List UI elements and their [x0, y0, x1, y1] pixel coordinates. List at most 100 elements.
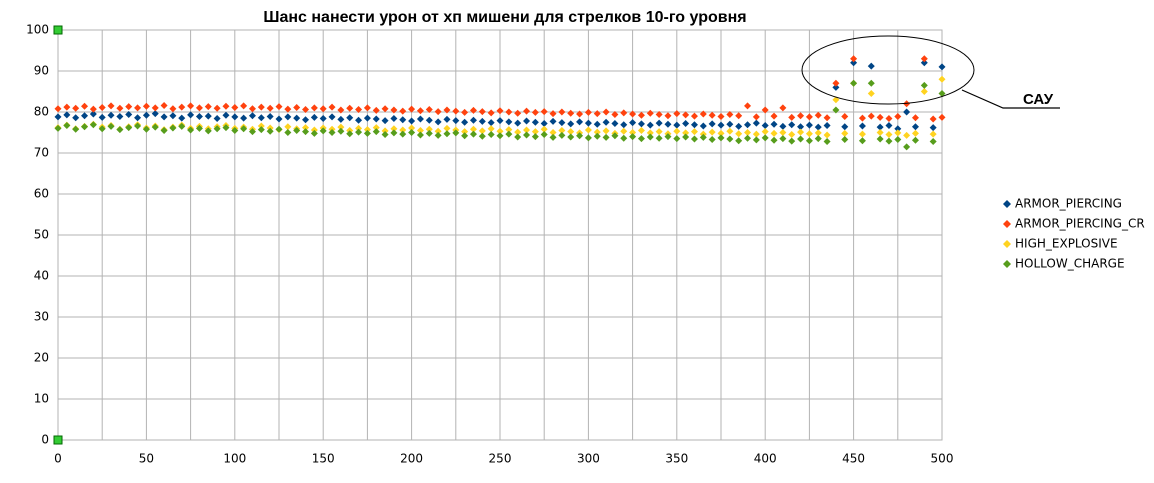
annotation-line — [961, 89, 1060, 109]
annotation: САУ — [1023, 91, 1054, 108]
point — [257, 126, 265, 134]
point — [461, 132, 469, 140]
point — [284, 105, 292, 113]
point — [408, 124, 416, 132]
point — [416, 131, 424, 139]
point — [328, 113, 336, 121]
point — [690, 121, 698, 129]
point — [903, 108, 911, 116]
point — [850, 79, 858, 87]
point — [310, 129, 318, 137]
point — [187, 111, 195, 119]
point — [363, 129, 371, 137]
point — [434, 118, 442, 126]
point — [567, 133, 575, 141]
point — [629, 133, 637, 141]
point — [469, 130, 477, 138]
point — [629, 110, 637, 118]
point — [222, 102, 230, 110]
plot-frame — [57, 29, 943, 441]
point — [602, 118, 610, 126]
point — [558, 131, 566, 139]
y-tick-label: 100 — [26, 23, 49, 37]
point — [576, 132, 584, 140]
point — [107, 102, 115, 110]
point — [841, 123, 849, 131]
point — [390, 129, 398, 137]
point — [761, 106, 769, 114]
y-tick-label: 90 — [34, 64, 49, 78]
point — [381, 105, 389, 113]
point — [549, 110, 557, 118]
point — [540, 131, 548, 139]
point — [576, 118, 584, 126]
point — [98, 103, 106, 111]
point — [302, 124, 310, 132]
point — [425, 129, 433, 137]
point — [363, 104, 371, 112]
point — [266, 104, 274, 112]
point — [319, 127, 327, 135]
point — [814, 129, 822, 137]
point — [549, 133, 557, 141]
point — [664, 133, 672, 141]
point — [611, 119, 619, 127]
point — [779, 104, 787, 112]
point — [434, 131, 442, 139]
point — [602, 133, 610, 141]
point — [399, 130, 407, 138]
point — [204, 112, 212, 120]
point — [726, 120, 734, 128]
point — [63, 122, 71, 130]
point — [372, 106, 380, 114]
point — [151, 123, 159, 131]
point — [929, 138, 937, 146]
point — [337, 127, 345, 135]
x-tick-label: 300 — [577, 452, 600, 466]
point — [293, 103, 301, 111]
point — [478, 117, 486, 125]
point — [231, 126, 239, 134]
point — [496, 132, 504, 140]
point — [231, 103, 239, 111]
point — [735, 122, 743, 130]
point — [89, 110, 97, 118]
point — [151, 104, 159, 112]
point — [682, 129, 690, 137]
point — [372, 128, 380, 136]
point — [213, 115, 221, 123]
point — [629, 129, 637, 136]
point — [302, 128, 310, 136]
point — [125, 103, 133, 111]
point — [399, 126, 407, 134]
point — [531, 128, 539, 136]
point — [142, 102, 150, 110]
point — [788, 113, 796, 121]
point — [425, 116, 433, 124]
points — [54, 55, 946, 151]
point — [160, 113, 168, 121]
point — [257, 114, 265, 122]
point — [673, 127, 681, 135]
point — [770, 112, 778, 120]
point — [770, 136, 778, 144]
point — [735, 130, 743, 138]
point — [284, 123, 292, 131]
point — [558, 119, 566, 127]
point — [805, 113, 813, 121]
point — [938, 113, 946, 121]
x-tick-label: 150 — [312, 452, 335, 466]
y-tick-label: 30 — [34, 310, 49, 324]
point — [346, 130, 354, 138]
point — [611, 132, 619, 140]
point — [717, 121, 725, 129]
point — [302, 106, 310, 114]
point — [355, 128, 363, 136]
point — [72, 125, 80, 133]
y-tick-label: 80 — [34, 105, 49, 119]
x-tick-label: 400 — [754, 452, 777, 466]
point — [187, 126, 195, 134]
point — [735, 112, 743, 120]
point — [284, 113, 292, 121]
point — [682, 111, 690, 119]
